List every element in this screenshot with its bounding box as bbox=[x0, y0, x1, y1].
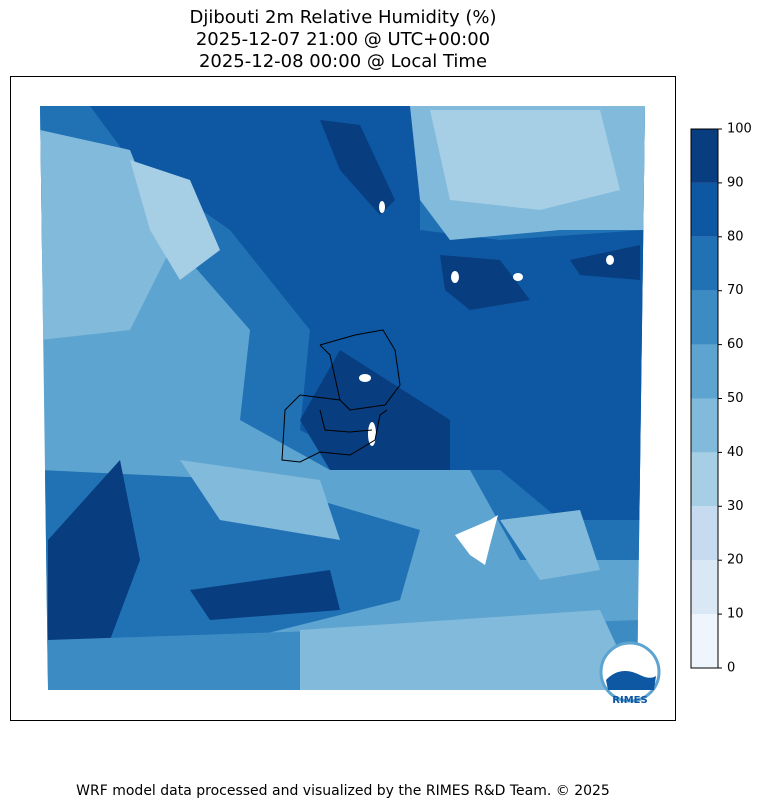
colorbar-tick-label: 100 bbox=[727, 122, 752, 137]
colorbar-bin bbox=[691, 560, 718, 615]
colorbar-bin bbox=[691, 236, 718, 291]
map: RIMES bbox=[40, 106, 661, 706]
colorbar-tick-label: 80 bbox=[727, 229, 744, 244]
colorbar-bin bbox=[691, 182, 718, 237]
logo-text: RIMES bbox=[612, 695, 647, 706]
colorbar-tick-label: 30 bbox=[727, 499, 744, 514]
colorbar-tick-label: 70 bbox=[727, 283, 744, 298]
footer: WRF model data processed and visualized … bbox=[76, 783, 610, 799]
colorbar-bin bbox=[691, 290, 718, 345]
colorbar-bin bbox=[691, 452, 718, 507]
colorbar-tick-label: 60 bbox=[727, 337, 744, 352]
colorbar-bin bbox=[691, 398, 718, 453]
colorbar-bin bbox=[691, 129, 718, 183]
colorbar-tick-label: 50 bbox=[727, 391, 744, 406]
colorbar-bin bbox=[691, 506, 718, 561]
colorbar-bin bbox=[691, 344, 718, 399]
colorbar-bin bbox=[691, 614, 718, 668]
colorbar-tick-label: 40 bbox=[727, 445, 744, 460]
title: Djibouti 2m Relative Humidity (%) bbox=[190, 7, 497, 28]
colorbar: 0 10 20 30 40 50 60 70 80 90 100 bbox=[690, 122, 752, 676]
subtitle-utc: 2025-12-07 21:00 @ UTC+00:00 bbox=[196, 29, 490, 50]
subtitle-local: 2025-12-08 00:00 @ Local Time bbox=[199, 51, 487, 72]
colorbar-tick-label: 0 bbox=[727, 661, 735, 676]
colorbar-tick-label: 90 bbox=[727, 175, 744, 190]
logo: RIMES bbox=[599, 641, 661, 706]
colorbar-tick-label: 20 bbox=[727, 553, 744, 568]
colorbar-tick-label: 10 bbox=[727, 607, 744, 622]
